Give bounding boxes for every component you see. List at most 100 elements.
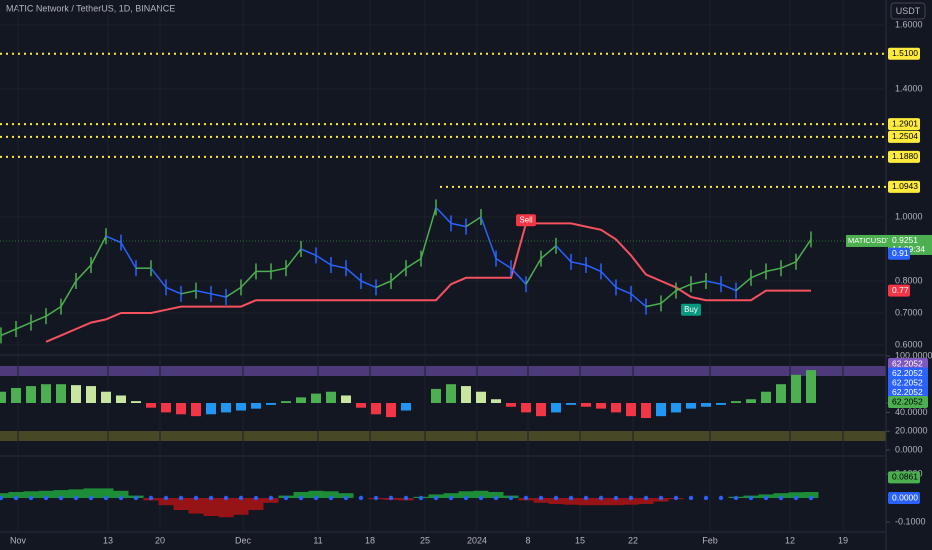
osc-bar xyxy=(131,401,141,403)
momentum-bar xyxy=(8,492,24,498)
level-label-bg xyxy=(888,130,920,143)
zero-dot xyxy=(223,495,229,501)
zero-dot xyxy=(508,495,514,501)
momentum-bar xyxy=(473,490,489,498)
osc-bar xyxy=(551,403,561,413)
osc-bar xyxy=(221,403,231,413)
zero-dot xyxy=(118,495,124,501)
level-label: 1.5100 xyxy=(892,48,918,58)
osc-bar xyxy=(56,384,66,403)
momentum-bar xyxy=(98,488,114,498)
price-segment xyxy=(240,270,257,288)
momentum-bar xyxy=(38,490,54,498)
zero-dot xyxy=(388,495,394,501)
osc-bar xyxy=(611,403,621,413)
momentum-bar xyxy=(203,498,219,516)
price-segment xyxy=(735,277,752,292)
zero-dot xyxy=(718,495,724,501)
price-segment xyxy=(600,270,617,288)
x-tick-label: 15 xyxy=(575,535,585,545)
osc-bar xyxy=(71,385,81,403)
price-segment xyxy=(585,264,602,273)
osc-bar xyxy=(146,403,156,408)
momentum-bar xyxy=(623,498,639,505)
zero-dot xyxy=(373,495,379,501)
price-segment xyxy=(195,289,212,295)
osc-bar xyxy=(581,403,591,407)
y-tick-label: 0.6000 xyxy=(895,339,923,349)
momentum-bar xyxy=(293,492,309,498)
momentum-bar xyxy=(173,498,189,510)
value-tag-bg xyxy=(888,377,928,389)
zero-dot xyxy=(193,495,199,501)
osc-bar xyxy=(656,403,666,417)
zero-dot xyxy=(673,495,679,501)
price-segment xyxy=(705,280,722,285)
price-segment xyxy=(795,238,812,263)
level-label: 1.0943 xyxy=(892,181,918,191)
momentum-bar xyxy=(548,498,564,504)
osc-bar xyxy=(701,403,711,407)
momentum-bar xyxy=(788,492,804,498)
value-tag-bg xyxy=(888,386,928,399)
y-tick-label: 1.4000 xyxy=(895,83,923,93)
value-tag-bg xyxy=(888,358,928,370)
price-segment xyxy=(765,267,782,273)
momentum-bar xyxy=(488,492,504,498)
y-tick-label: 0.7000 xyxy=(895,307,923,317)
momentum-bar xyxy=(308,490,324,498)
currency-button[interactable] xyxy=(890,2,926,20)
osc-bar xyxy=(251,403,261,409)
osc-bar xyxy=(161,403,171,413)
x-tick-label: 19 xyxy=(838,535,848,545)
price-segment xyxy=(510,267,527,285)
price-segment xyxy=(300,248,317,257)
price-segment xyxy=(750,270,767,279)
zero-dot xyxy=(43,495,49,501)
osc-bar xyxy=(11,387,21,403)
price-segment xyxy=(675,283,692,292)
momentum-bar xyxy=(83,488,99,498)
overbought-band xyxy=(0,366,886,376)
osc-bar xyxy=(746,399,756,403)
value-tag: 62.2052 xyxy=(892,387,923,397)
momentum-bar xyxy=(113,490,129,498)
momentum-bar xyxy=(563,498,579,505)
osc-bar xyxy=(191,403,201,417)
osc-bar xyxy=(401,403,411,411)
currency[interactable]: USDT xyxy=(896,6,921,16)
zero-dot xyxy=(0,495,4,501)
zero-dot xyxy=(553,495,559,501)
symbol: MATICUSDT xyxy=(848,236,892,245)
y-tick-label: 0.8000 xyxy=(895,275,923,285)
osc-bar xyxy=(806,370,816,403)
zero-dot xyxy=(733,495,739,501)
zero-dot xyxy=(103,495,109,501)
price-segment xyxy=(405,257,422,269)
value-tag-bg xyxy=(888,367,928,380)
x-tick-label: 8 xyxy=(525,535,530,545)
value-tag-bg xyxy=(888,396,928,408)
price-segment xyxy=(660,290,677,304)
price-segment xyxy=(0,328,17,337)
osc-bar xyxy=(311,393,321,403)
osc-bar xyxy=(491,399,501,403)
momentum-bar xyxy=(263,498,279,503)
price-segment xyxy=(315,254,332,266)
osc-bar xyxy=(236,403,246,411)
momentum-bar xyxy=(578,498,594,506)
signal-bg xyxy=(681,303,701,316)
zero-dot xyxy=(643,495,649,501)
momentum-bar xyxy=(458,491,474,498)
y-tick-label: -0.1000 xyxy=(895,516,926,526)
zero-dot xyxy=(163,495,169,501)
momentum-bar xyxy=(188,498,204,514)
price-segment xyxy=(465,216,482,228)
osc-bar xyxy=(686,403,696,409)
zero-dot xyxy=(313,495,319,501)
y-tick-label: 100.0000 xyxy=(895,350,932,360)
osc-bar xyxy=(596,403,606,409)
momentum-bar xyxy=(533,498,549,503)
zero-dot xyxy=(403,495,409,501)
